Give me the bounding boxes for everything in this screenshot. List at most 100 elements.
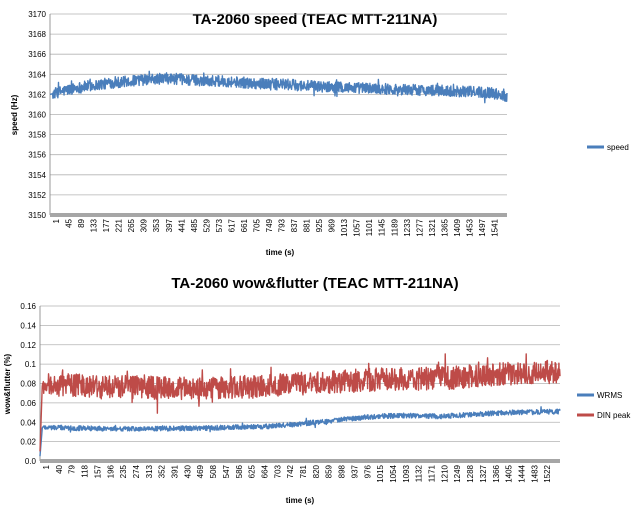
y-tick-label: 0.04: [20, 418, 36, 427]
x-tick-label: 573: [215, 218, 224, 232]
x-tick-label: 133: [90, 218, 99, 232]
y-tick-label: 3150: [28, 211, 46, 220]
x-tick-label: 1409: [453, 218, 462, 236]
x-tick-label: 397: [165, 218, 174, 232]
x-tick-label: 793: [278, 218, 287, 232]
y-tick-label: 3154: [28, 171, 46, 180]
x-tick-label: 1366: [492, 464, 501, 482]
y-axis-label: speed (Hz): [10, 94, 19, 135]
x-tick-label: 309: [140, 218, 149, 232]
x-tick-label: 898: [338, 464, 347, 478]
x-tick-label: 1327: [479, 464, 488, 482]
x-tick-label: 1015: [376, 464, 385, 482]
x-tick-label: 1277: [415, 218, 424, 236]
legend-label: WRMS: [597, 391, 622, 400]
x-tick-label: 1057: [353, 218, 362, 236]
x-tick-label: 749: [265, 218, 274, 232]
y-tick-label: 0.1: [25, 360, 37, 369]
x-tick-label: 547: [222, 464, 231, 478]
y-tick-label: 3168: [28, 30, 46, 39]
x-tick-label: 1321: [428, 218, 437, 236]
series-line-1: [49, 70, 508, 104]
x-tick-label: 508: [209, 464, 218, 478]
chart-title: TA-2060 wow&flutter (TEAC MTT-211NA): [171, 275, 458, 292]
x-tick-label: 661: [240, 218, 249, 232]
x-tick-label: 1483: [530, 464, 539, 482]
y-tick-label: 0.12: [20, 341, 36, 350]
x-tick-label: 1522: [543, 464, 552, 482]
x-tick-label: 1541: [490, 218, 499, 236]
x-tick-label: 664: [260, 464, 269, 478]
x-tick-label: 353: [152, 218, 161, 232]
x-tick-label: 705: [252, 218, 261, 232]
y-tick-label: 0.16: [20, 302, 36, 311]
y-tick-label: 3170: [28, 10, 46, 19]
x-tick-label: 118: [81, 464, 90, 477]
x-tick-label: 781: [299, 464, 308, 478]
x-tick-label: 469: [196, 464, 205, 478]
x-tick-label: 1233: [403, 218, 412, 236]
legend-label: speed: [607, 143, 629, 152]
wow-flutter-chart: TA-2060 wow&flutter (TEAC MTT-211NA) 0.0…: [3, 275, 631, 505]
x-tick-label: 235: [119, 464, 128, 478]
x-tick-label: 352: [158, 464, 167, 478]
x-tick-label: 703: [273, 464, 282, 478]
y-tick-label: 0.06: [20, 399, 36, 408]
series-line-2: [39, 353, 561, 452]
y-tick-label: 3158: [28, 131, 46, 140]
x-tick-label: 837: [290, 218, 299, 232]
y-tick-label: 3164: [28, 70, 46, 79]
legend-label: DIN peak: [597, 411, 631, 420]
x-tick-label: 1: [52, 218, 61, 223]
y-tick-label: 0.0: [25, 457, 37, 466]
y-tick-label: 3162: [28, 90, 46, 99]
x-tick-label: 742: [286, 464, 295, 478]
x-axis-label: time (s): [286, 496, 315, 505]
x-tick-label: 976: [363, 464, 372, 478]
x-tick-label: 881: [303, 218, 312, 232]
x-tick-label: 820: [312, 464, 321, 478]
x-tick-label: 1453: [465, 218, 474, 236]
x-tick-label: 1: [42, 464, 51, 469]
x-tick-label: 441: [177, 218, 186, 232]
x-tick-label: 1145: [378, 218, 387, 236]
x-tick-label: 1497: [478, 218, 487, 236]
x-tick-label: 1093: [402, 464, 411, 482]
y-tick-label: 3166: [28, 50, 46, 59]
x-tick-label: 1365: [440, 218, 449, 236]
y-tick-label: 0.02: [20, 438, 36, 447]
x-tick-label: 1444: [517, 464, 526, 482]
x-tick-label: 40: [55, 464, 64, 473]
x-tick-label: 157: [93, 464, 102, 478]
x-tick-label: 1405: [505, 464, 514, 482]
x-tick-label: 391: [171, 464, 180, 478]
x-tick-label: 313: [145, 464, 154, 478]
x-tick-label: 925: [315, 218, 324, 232]
x-axis-label: time (s): [266, 248, 295, 257]
x-tick-label: 430: [183, 464, 192, 478]
x-tick-label: 274: [132, 464, 141, 478]
x-tick-label: 1189: [390, 218, 399, 236]
x-tick-label: 1013: [340, 218, 349, 236]
x-tick-label: 1210: [440, 464, 449, 482]
x-tick-label: 1132: [415, 464, 424, 482]
x-tick-label: 265: [127, 218, 136, 232]
x-tick-label: 1249: [453, 464, 462, 482]
legend: speed: [587, 143, 629, 152]
x-tick-label: 177: [102, 218, 111, 232]
y-tick-label: 3160: [28, 111, 46, 120]
x-tick-label: 1054: [389, 464, 398, 482]
x-tick-label: 221: [115, 218, 124, 232]
y-tick-label: 3152: [28, 191, 46, 200]
x-tick-label: 625: [248, 464, 257, 478]
chart-title: TA-2060 speed (TEAC MTT-211NA): [193, 11, 438, 28]
speed-chart: TA-2060 speed (TEAC MTT-211NA) 3150 3152 3…: [10, 10, 629, 257]
x-tick-label: 937: [350, 464, 359, 478]
x-tick-label: 969: [328, 218, 337, 232]
x-tick-label: 586: [235, 464, 244, 478]
y-tick-label: 3156: [28, 151, 46, 160]
x-tick-label: 89: [77, 218, 86, 227]
x-axis: [40, 459, 560, 463]
x-tick-label: 79: [68, 464, 77, 473]
